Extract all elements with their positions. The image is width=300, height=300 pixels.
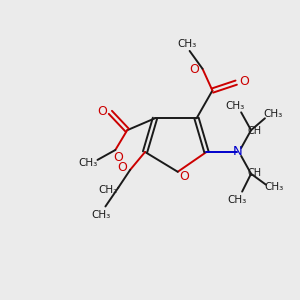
Text: CH: CH	[248, 126, 262, 136]
Text: CH₂: CH₂	[99, 184, 118, 195]
Text: O: O	[113, 152, 123, 164]
Text: CH₃: CH₃	[263, 109, 283, 119]
Text: CH₃: CH₃	[228, 194, 247, 205]
Text: CH₃: CH₃	[226, 101, 245, 111]
Text: CH₃: CH₃	[177, 39, 196, 49]
Text: CH₃: CH₃	[78, 158, 97, 168]
Text: O: O	[98, 105, 107, 118]
Text: CH₃: CH₃	[92, 210, 111, 220]
Text: CH₃: CH₃	[264, 182, 284, 192]
Text: O: O	[117, 161, 127, 174]
Text: CH: CH	[248, 168, 262, 178]
Text: N: N	[232, 146, 242, 158]
Text: O: O	[190, 63, 200, 76]
Text: O: O	[239, 75, 249, 88]
Text: O: O	[180, 170, 190, 183]
